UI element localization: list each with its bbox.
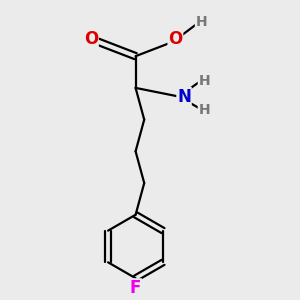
Text: H: H [198,74,210,88]
Text: F: F [130,279,141,297]
Text: N: N [177,88,191,106]
Text: H: H [196,15,207,29]
Text: O: O [168,31,182,49]
Text: H: H [198,103,210,116]
Text: O: O [84,31,98,49]
